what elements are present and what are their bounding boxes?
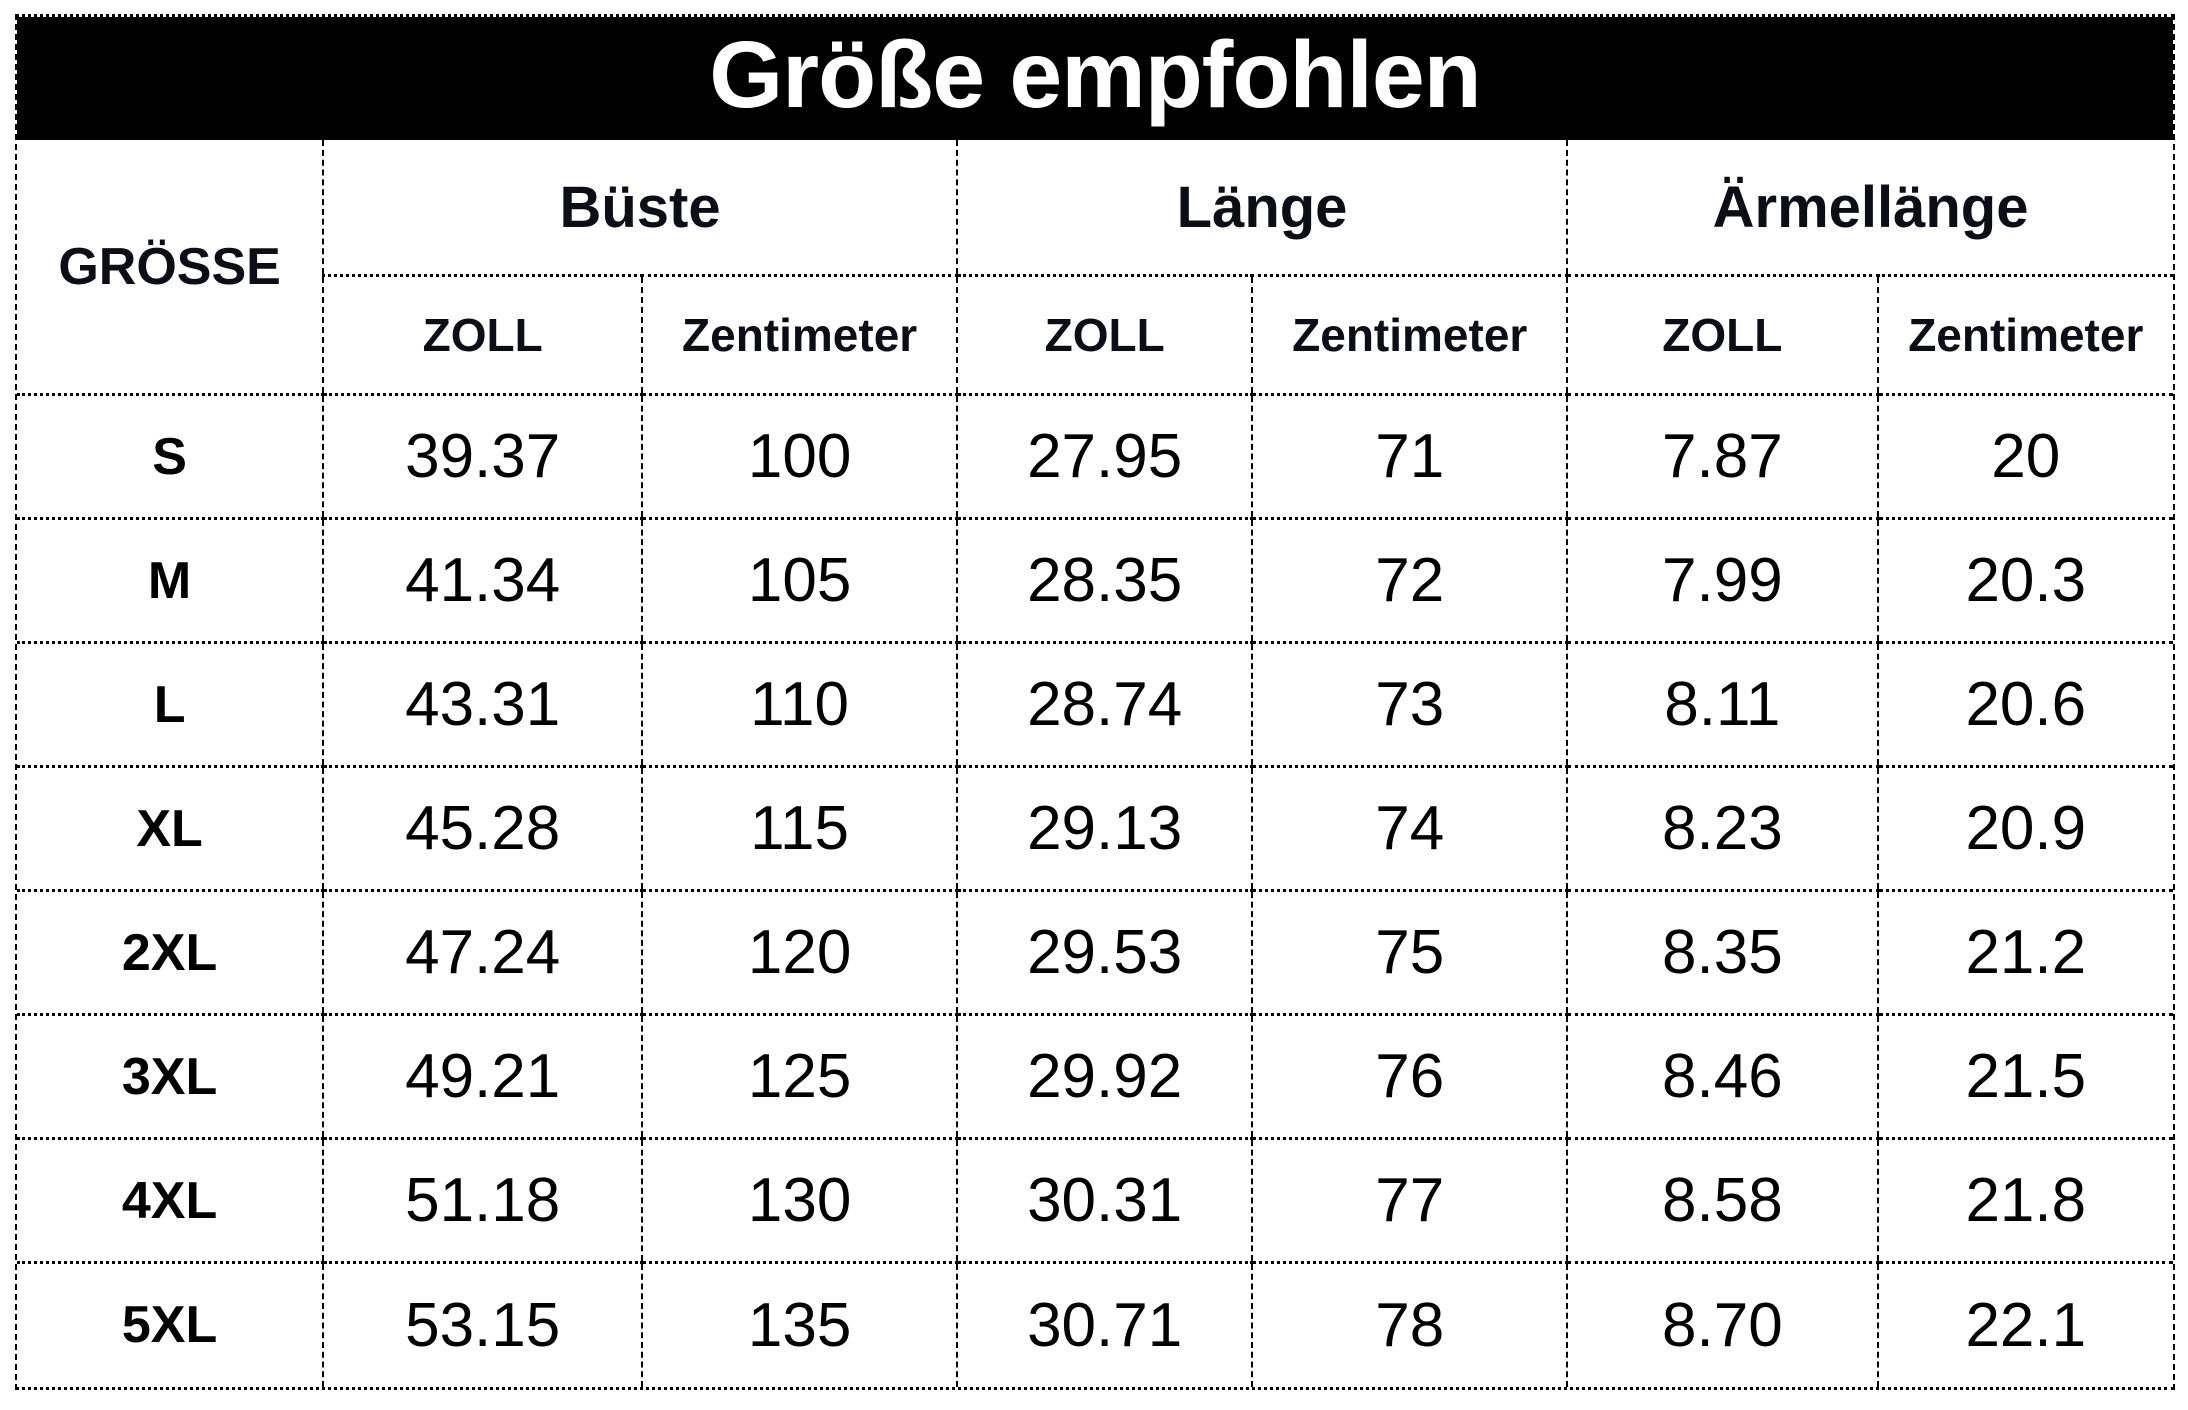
size-cell: 5XL [17, 1262, 325, 1387]
group-header-row: GRÖSSE Büste Länge Ärmellänge [17, 140, 2173, 396]
table-row-xl: XL 45.28 115 29.13 74 8.23 20.9 [17, 766, 2173, 892]
cell-bueste-zentimeter: 120 [642, 890, 958, 1016]
size-chart: Größe empfohlen GRÖSSE Büste Länge Ärmel… [15, 14, 2175, 1390]
title-bar: Größe empfohlen [17, 17, 2173, 140]
cell-laenge-zentimeter: 77 [1252, 1138, 1569, 1264]
cell-laenge-zentimeter: 73 [1252, 642, 1569, 768]
cell-aermellaenge-zoll: 8.70 [1567, 1262, 1879, 1387]
cell-bueste-zoll: 47.24 [323, 890, 644, 1016]
cell-aermellaenge-zentimeter: 20.3 [1877, 518, 2173, 644]
size-column-header: GRÖSSE [17, 140, 325, 396]
table-row-s: S 39.37 100 27.95 71 7.87 20 [17, 394, 2173, 520]
cell-laenge-zoll: 29.92 [956, 1014, 1254, 1140]
group-header-bueste: Büste [323, 140, 958, 277]
size-cell: M [17, 518, 325, 644]
cell-laenge-zoll: 29.13 [956, 766, 1254, 892]
table-row-2xl: 2XL 47.24 120 29.53 75 8.35 21.2 [17, 890, 2173, 1016]
cell-bueste-zoll: 45.28 [323, 766, 644, 892]
table-row-5xl: 5XL 53.15 135 30.71 78 8.70 22.1 [17, 1262, 2173, 1387]
chart-title: Größe empfohlen [709, 22, 1481, 128]
cell-bueste-zoll: 49.21 [323, 1014, 644, 1140]
size-cell: XL [17, 766, 325, 892]
table-row-4xl: 4XL 51.18 130 30.31 77 8.58 21.8 [17, 1138, 2173, 1264]
cell-bueste-zoll: 53.15 [323, 1262, 644, 1387]
cell-bueste-zentimeter: 125 [642, 1014, 958, 1140]
group-header-laenge: Länge [956, 140, 1569, 277]
table-row-l: L 43.31 110 28.74 73 8.11 20.6 [17, 642, 2173, 768]
unit-header-laenge-zentimeter: Zentimeter [1252, 275, 1569, 396]
cell-aermellaenge-zoll: 8.35 [1567, 890, 1879, 1016]
unit-header-row: ZOLL Zentimeter ZOLL Zentimeter ZOLL Zen… [17, 275, 2173, 396]
cell-bueste-zoll: 41.34 [323, 518, 644, 644]
cell-aermellaenge-zoll: 8.58 [1567, 1138, 1879, 1264]
size-table: GRÖSSE Büste Länge Ärmellänge ZOLL Zenti… [17, 140, 2173, 1387]
cell-aermellaenge-zentimeter: 20.9 [1877, 766, 2173, 892]
cell-bueste-zoll: 43.31 [323, 642, 644, 768]
cell-aermellaenge-zentimeter: 20.6 [1877, 642, 2173, 768]
cell-bueste-zentimeter: 115 [642, 766, 958, 892]
cell-aermellaenge-zentimeter: 21.2 [1877, 890, 2173, 1016]
cell-bueste-zentimeter: 105 [642, 518, 958, 644]
unit-header-bueste-zentimeter: Zentimeter [642, 275, 958, 396]
cell-laenge-zentimeter: 72 [1252, 518, 1569, 644]
size-cell: 3XL [17, 1014, 325, 1140]
cell-bueste-zoll: 39.37 [323, 394, 644, 520]
cell-bueste-zentimeter: 130 [642, 1138, 958, 1264]
cell-laenge-zentimeter: 71 [1252, 394, 1569, 520]
cell-aermellaenge-zentimeter: 20 [1877, 394, 2173, 520]
cell-bueste-zentimeter: 135 [642, 1262, 958, 1387]
cell-laenge-zoll: 30.31 [956, 1138, 1254, 1264]
unit-header-aermellaenge-zentimeter: Zentimeter [1877, 275, 2173, 396]
cell-bueste-zentimeter: 100 [642, 394, 958, 520]
unit-header-aermellaenge-zoll: ZOLL [1567, 275, 1879, 396]
cell-laenge-zoll: 28.35 [956, 518, 1254, 644]
cell-aermellaenge-zentimeter: 21.5 [1877, 1014, 2173, 1140]
size-cell: L [17, 642, 325, 768]
cell-laenge-zentimeter: 76 [1252, 1014, 1569, 1140]
cell-aermellaenge-zoll: 7.99 [1567, 518, 1879, 644]
cell-laenge-zoll: 28.74 [956, 642, 1254, 768]
table-row-3xl: 3XL 49.21 125 29.92 76 8.46 21.5 [17, 1014, 2173, 1140]
cell-aermellaenge-zentimeter: 21.8 [1877, 1138, 2173, 1264]
size-cell: S [17, 394, 325, 520]
cell-laenge-zoll: 27.95 [956, 394, 1254, 520]
cell-bueste-zentimeter: 110 [642, 642, 958, 768]
cell-laenge-zentimeter: 78 [1252, 1262, 1569, 1387]
cell-aermellaenge-zoll: 8.46 [1567, 1014, 1879, 1140]
cell-aermellaenge-zoll: 8.11 [1567, 642, 1879, 768]
cell-aermellaenge-zentimeter: 22.1 [1877, 1262, 2173, 1387]
cell-aermellaenge-zoll: 8.23 [1567, 766, 1879, 892]
table-row-m: M 41.34 105 28.35 72 7.99 20.3 [17, 518, 2173, 644]
cell-aermellaenge-zoll: 7.87 [1567, 394, 1879, 520]
cell-laenge-zentimeter: 75 [1252, 890, 1569, 1016]
cell-bueste-zoll: 51.18 [323, 1138, 644, 1264]
size-cell: 4XL [17, 1138, 325, 1264]
group-header-aermellaenge: Ärmellänge [1567, 140, 2173, 277]
unit-header-laenge-zoll: ZOLL [956, 275, 1254, 396]
unit-header-bueste-zoll: ZOLL [323, 275, 644, 396]
cell-laenge-zoll: 30.71 [956, 1262, 1254, 1387]
cell-laenge-zentimeter: 74 [1252, 766, 1569, 892]
cell-laenge-zoll: 29.53 [956, 890, 1254, 1016]
size-cell: 2XL [17, 890, 325, 1016]
